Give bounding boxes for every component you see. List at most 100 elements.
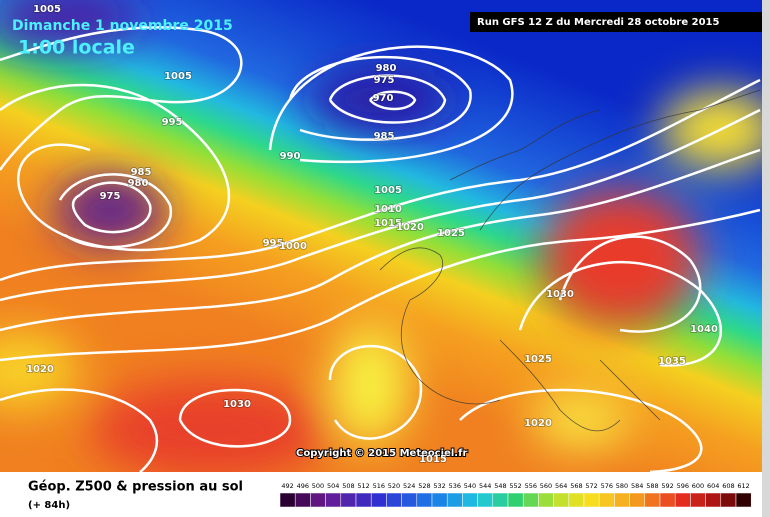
scale-label: 504 [327,482,339,490]
isobar-label: 995 [162,117,183,128]
isobar-label: 1005 [164,71,192,82]
footer-title: Géop. Z500 & pression au sol [28,480,243,495]
run-label: Run GFS 12 Z du Mercredi 28 octobre 2015 [477,17,719,28]
scale-swatch [720,492,737,508]
scale-label: 492 [281,482,293,490]
map-area: Run GFS 12 Z du Mercredi 28 octobre 2015… [0,0,762,472]
scale-swatch [310,492,326,508]
isobar-label: 980 [128,178,149,189]
scale-swatch [674,492,691,508]
isobar-label: 990 [280,151,301,162]
scale-label: 556 [525,482,537,490]
scale-swatch [568,492,585,508]
scale-label: 508 [342,482,354,490]
scale-label: 552 [509,482,521,490]
scale-label: 588 [646,482,658,490]
scale-label: 520 [388,482,400,490]
right-border [762,0,770,517]
isobar-label: 985 [374,131,395,142]
scale-label: 548 [494,482,506,490]
scale-label: 608 [722,482,734,490]
isobar-label: 1010 [374,204,402,215]
scale-label: 512 [357,482,369,490]
scale-label: 544 [479,482,491,490]
scale-label: 500 [312,482,324,490]
scale-swatch [355,492,372,508]
isobar-label: 995 [263,238,284,249]
scale-swatch [598,492,615,508]
isobar-label: 1025 [524,354,552,365]
scale-swatch [279,492,296,508]
scale-swatch [294,492,311,508]
isobar-label: 970 [373,93,394,104]
scale-swatch [370,492,387,508]
scale-swatch [735,492,752,508]
isobar-label: 980 [376,63,397,74]
scale-swatch [462,492,478,508]
scale-swatch [659,492,676,508]
isobar-label: 1025 [437,228,465,239]
scale-label: 540 [464,482,476,490]
scale-label: 560 [540,482,552,490]
isobar-label: 975 [100,191,121,202]
scale-swatch [705,492,722,508]
isobar-label: 1000 [279,241,307,252]
isobar-label: 1020 [396,222,424,233]
isobar-label: 1015 [419,454,447,465]
scale-swatch [553,492,570,508]
copyright: Copyright © 2015 Meteociel.fr [296,448,467,459]
scale-swatch [614,492,630,508]
color-scale: 492 496 500 504 508 512 516 520 524 528 532 536 540 5… [279,482,752,508]
isobar-label: 1005 [374,185,402,196]
isobar-label: 1040 [690,324,718,335]
scale-swatch [340,492,357,508]
forecast-time: 1:00 locale [18,37,135,59]
scale-swatch [446,492,463,508]
scale-swatch [629,492,646,508]
scale-label: 592 [661,482,673,490]
scale-swatch [507,492,524,508]
scale-swatch [416,492,433,508]
scale-swatch [401,492,418,508]
scale-swatch [538,492,554,508]
scale-label: 596 [677,482,689,490]
scale-label: 516 [373,482,385,490]
scale-label: 584 [631,482,643,490]
scale-label: 564 [555,482,567,490]
forecast-date: Dimanche 1 novembre 2015 [12,18,233,34]
scale-label: 536 [449,482,461,490]
scale-label: 580 [616,482,628,490]
isobar-label: 975 [374,75,395,86]
scale-label: 572 [585,482,597,490]
isobar-label: 1035 [658,356,686,367]
scale-swatch [492,492,509,508]
coastlines [379,89,761,432]
run-banner [470,12,762,32]
scale-swatch [477,492,494,508]
scale-label: 576 [601,482,613,490]
isobar-label: 1030 [223,399,251,410]
scale-swatch [690,492,706,508]
isobars [0,26,761,472]
isobar-label: 1020 [26,364,54,375]
scale-swatch [522,492,539,508]
scale-label: 612 [737,482,749,490]
scale-swatch [325,492,342,508]
scale-label: 528 [418,482,430,490]
scale-label: 568 [570,482,582,490]
scale-label: 496 [297,482,309,490]
isobar-label: 1005 [33,4,61,15]
isobar-label: 1020 [524,418,552,429]
scale-label: 532 [433,482,445,490]
scale-swatch [431,492,448,508]
scale-swatch [644,492,661,508]
isobar-label: 1030 [546,289,574,300]
scale-swatch [386,492,402,508]
isobar-labels: 1005100599598598097598097597098599010051… [25,3,718,466]
footer-lead: (+ 84h) [28,500,70,511]
scale-label: 604 [707,482,719,490]
scale-swatch [583,492,600,508]
scale-label: 600 [692,482,704,490]
isobar-label: 1015 [374,218,402,229]
